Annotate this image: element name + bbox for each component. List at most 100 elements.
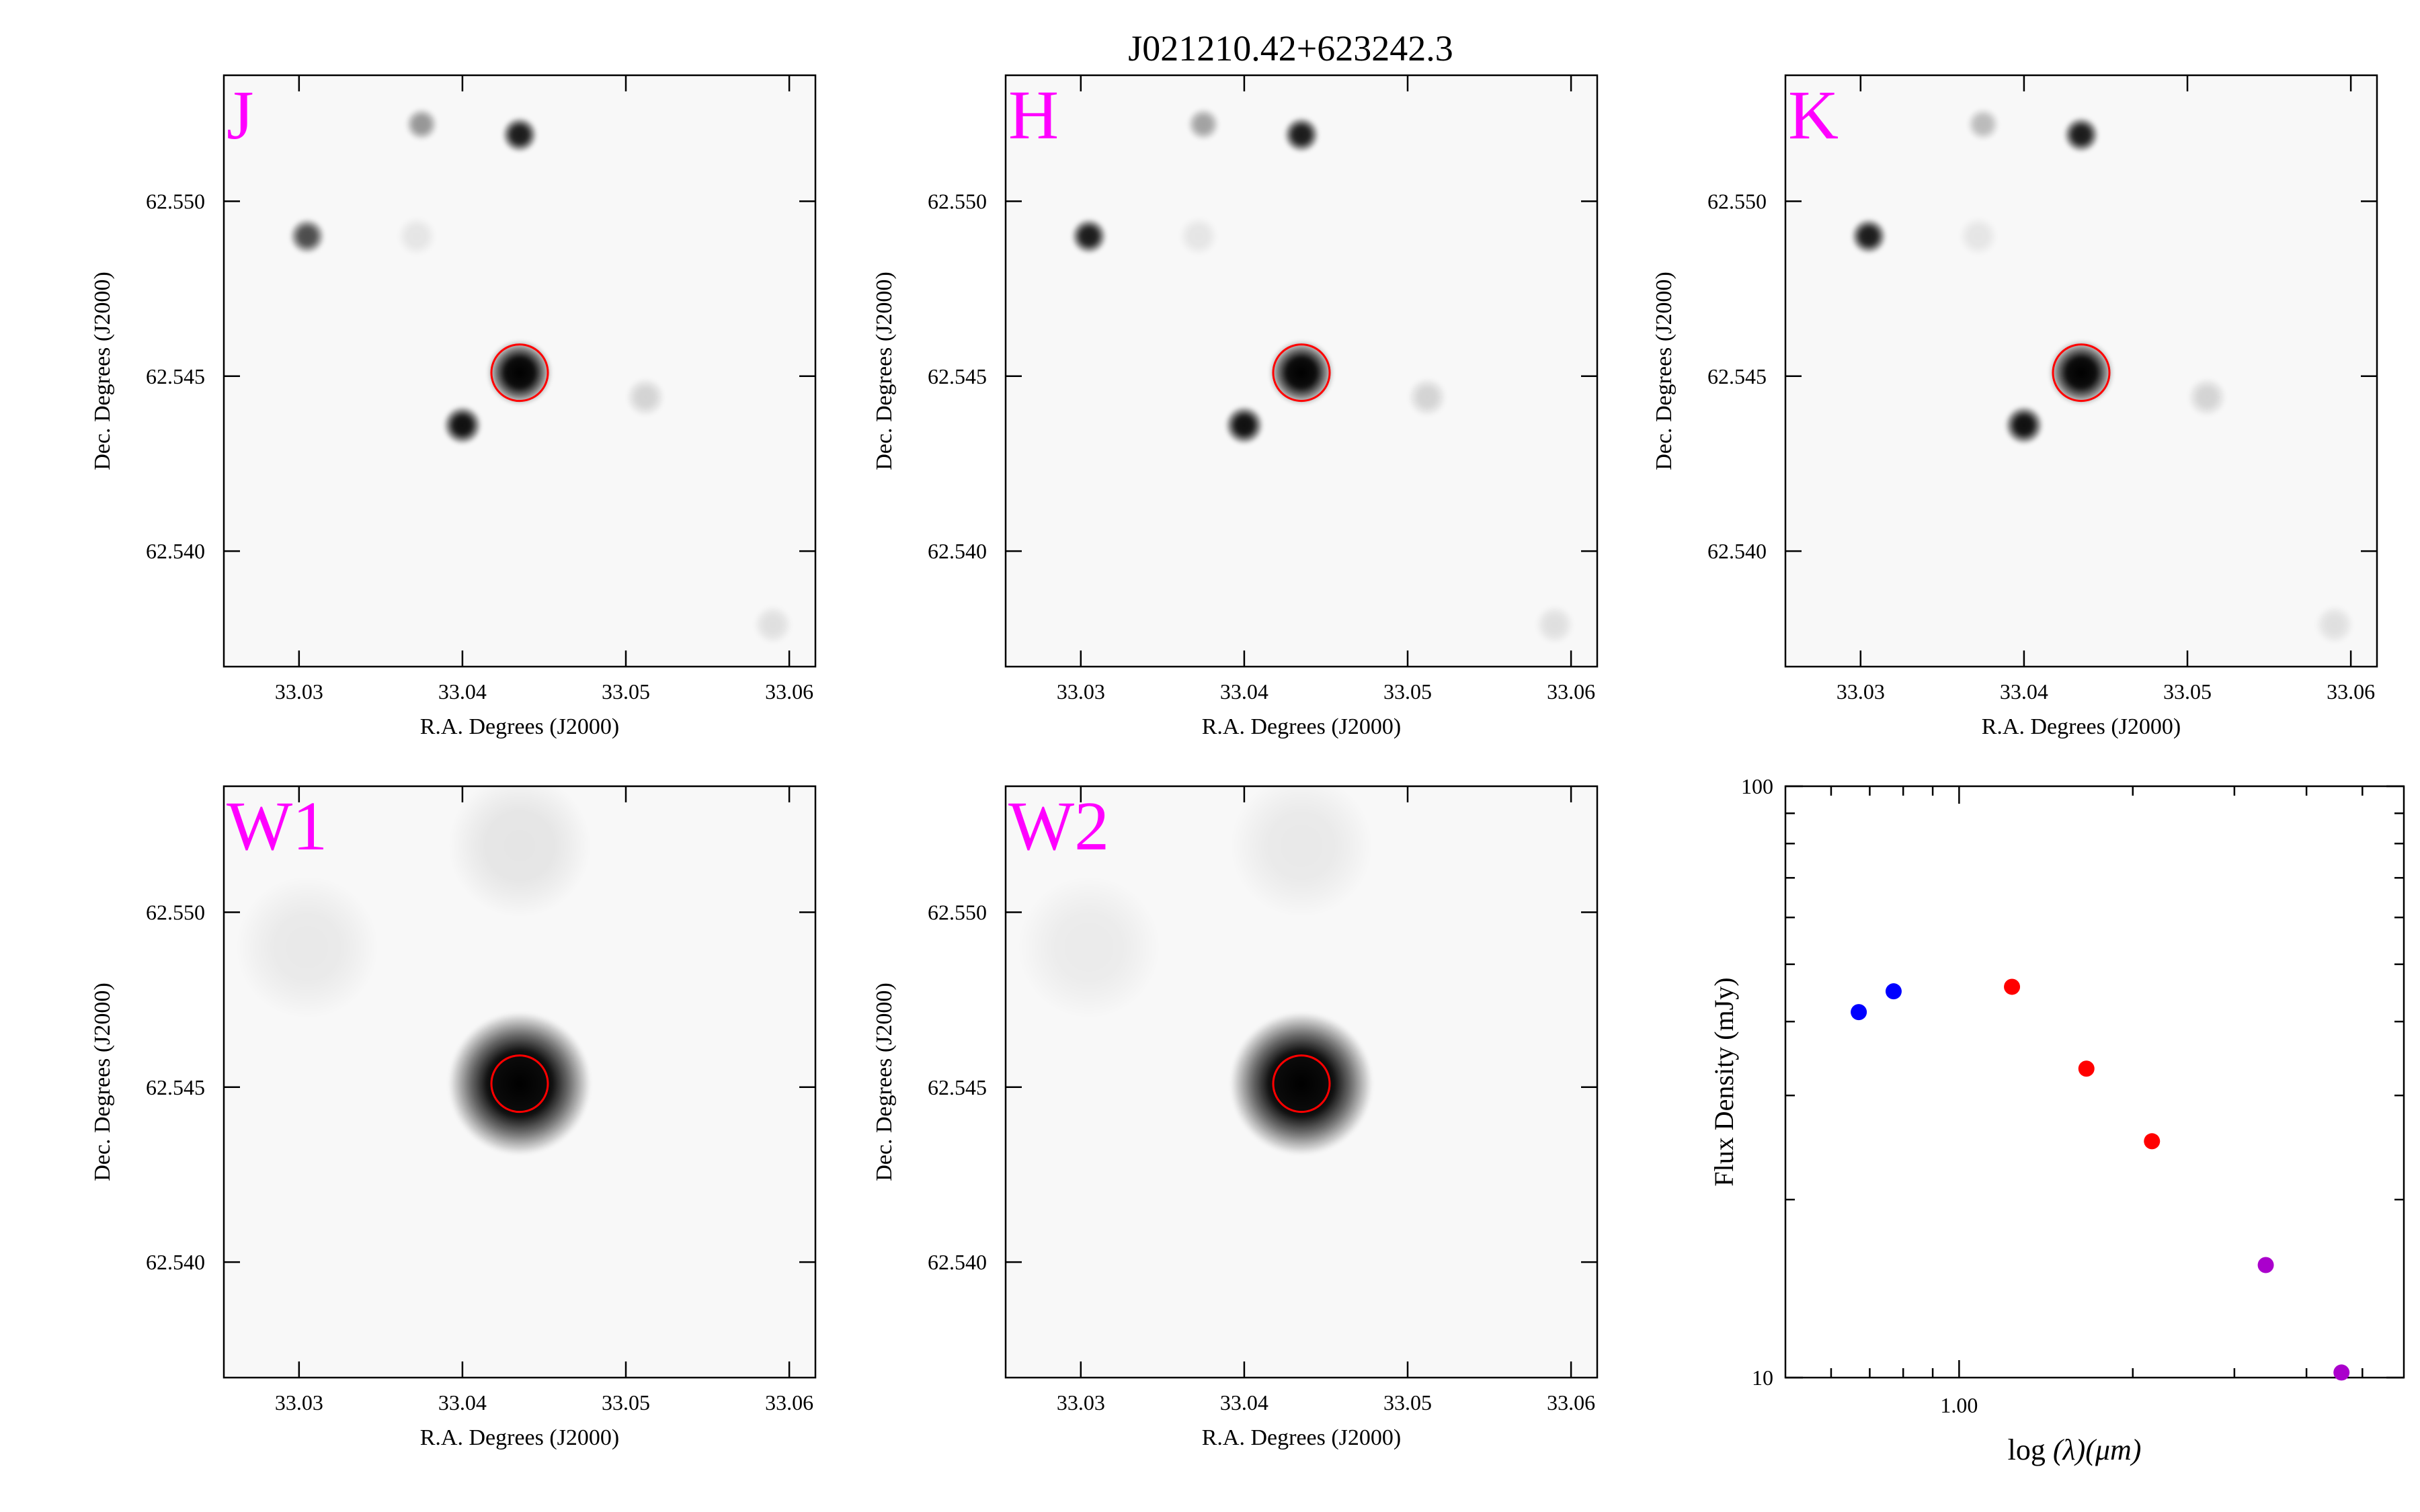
x-tick-label: 33.05 bbox=[1383, 679, 1432, 704]
panels: 33.03 33.04 33.05 33.06 62.550 62.545 62.540 R.… bbox=[90, 74, 2405, 1466]
image-sources bbox=[289, 108, 793, 644]
target-circle bbox=[1272, 1054, 1331, 1114]
x-tick-label: 33.03 bbox=[1057, 1390, 1105, 1415]
y-tick-label: 62.540 bbox=[928, 539, 987, 563]
x-axis-label: R.A. Degrees (J2000) bbox=[1202, 1425, 1402, 1450]
sed-point-2 bbox=[2004, 978, 2021, 995]
y-tick-label: 62.550 bbox=[146, 189, 205, 213]
y-axis-label: Dec. Degrees (J2000) bbox=[90, 982, 115, 1181]
panel-frame bbox=[1004, 74, 1599, 668]
source-6 bbox=[2314, 605, 2354, 644]
source-4 bbox=[1967, 108, 2000, 140]
target-circle bbox=[1272, 343, 1331, 403]
panel-w2: 33.03 33.04 33.05 33.06 62.550 62.545 62.540 R.… bbox=[872, 785, 1599, 1450]
source-3 bbox=[1071, 218, 1107, 254]
target-circle bbox=[490, 343, 549, 403]
source-2 bbox=[1283, 117, 1320, 153]
sed-point-4 bbox=[2144, 1133, 2161, 1150]
y-tick-label: 100 bbox=[1741, 774, 1773, 798]
panel-j: 33.03 33.04 33.05 33.06 62.550 62.545 62.540 R.… bbox=[90, 74, 817, 739]
source-5 bbox=[1408, 378, 1447, 417]
image-sources bbox=[1851, 108, 2354, 644]
source-6 bbox=[1535, 605, 1574, 644]
source-1 bbox=[2005, 405, 2044, 445]
panel-frame bbox=[223, 74, 817, 668]
source-7 bbox=[1179, 216, 1218, 256]
x-tick-label: 33.06 bbox=[1547, 1390, 1595, 1415]
source-0 bbox=[1230, 1013, 1373, 1155]
panel-w1: 33.03 33.04 33.05 33.06 62.550 62.545 62.540 R.… bbox=[90, 785, 817, 1450]
source-1 bbox=[443, 405, 482, 445]
panel-frame bbox=[1784, 74, 2378, 668]
source-3 bbox=[289, 218, 325, 254]
source-6 bbox=[753, 605, 793, 644]
source-4 bbox=[1187, 108, 1220, 140]
x-tick-label: 33.04 bbox=[1220, 679, 1268, 704]
source-1 bbox=[1230, 786, 1373, 917]
x-tick-label: 33.03 bbox=[275, 1390, 323, 1415]
band-label: H bbox=[1008, 77, 1059, 154]
y-tick-label: 62.540 bbox=[1707, 539, 1767, 563]
x-tick-label: 33.06 bbox=[765, 679, 813, 704]
panel-frame bbox=[223, 785, 817, 1379]
source-4 bbox=[405, 108, 438, 140]
source-1 bbox=[1225, 405, 1264, 445]
x-axis-label: R.A. Degrees (J2000) bbox=[1982, 714, 2181, 739]
x-tick-label: 33.06 bbox=[1547, 679, 1595, 704]
band-label: K bbox=[1788, 77, 1839, 154]
source-2 bbox=[1018, 876, 1160, 1019]
source-1 bbox=[448, 786, 591, 917]
source-2 bbox=[2063, 117, 2099, 153]
y-tick-label: 62.550 bbox=[928, 900, 987, 924]
y-tick-label: 10 bbox=[1752, 1366, 1773, 1390]
source-0 bbox=[448, 1013, 591, 1155]
x-axis-label: R.A. Degrees (J2000) bbox=[420, 1425, 620, 1450]
x-tick-label: 33.03 bbox=[1057, 679, 1105, 704]
y-tick-label: 62.545 bbox=[1707, 364, 1767, 388]
x-axis-label: R.A. Degrees (J2000) bbox=[420, 714, 620, 739]
source-2 bbox=[501, 117, 538, 153]
source-3 bbox=[1851, 218, 1887, 254]
figure-title: J021210.42+623242.3 bbox=[1128, 28, 1453, 69]
x-tick-label: 33.05 bbox=[1383, 1390, 1432, 1415]
y-tick-label: 62.545 bbox=[146, 364, 205, 388]
x-tick-label: 33.04 bbox=[438, 1390, 487, 1415]
sed-point-6 bbox=[2333, 1364, 2350, 1381]
y-tick-label: 62.550 bbox=[1707, 189, 1767, 213]
source-5 bbox=[626, 378, 665, 417]
panel-sed: 1.00 100 10 log (λ)(μm) Flux Density (mJy) bbox=[1709, 774, 2405, 1466]
band-label: W2 bbox=[1008, 788, 1109, 865]
sed-point-1 bbox=[1885, 983, 1902, 1000]
sed-point-0 bbox=[1851, 1004, 1867, 1021]
band-label: J bbox=[227, 77, 253, 154]
x-tick-label: 33.04 bbox=[1220, 1390, 1268, 1415]
source-0 bbox=[487, 340, 552, 405]
x-tick-label: 33.04 bbox=[438, 679, 487, 704]
y-tick-label: 62.550 bbox=[146, 900, 205, 924]
x-tick-label: 33.03 bbox=[1837, 679, 1885, 704]
band-label: W1 bbox=[227, 788, 327, 865]
image-sources bbox=[1018, 786, 1373, 1155]
x-tick-label: 33.03 bbox=[275, 679, 323, 704]
panel-frame bbox=[1004, 785, 1599, 1379]
source-7 bbox=[397, 216, 436, 256]
y-axis-label: Dec. Degrees (J2000) bbox=[1652, 271, 1677, 470]
y-axis-label: Dec. Degrees (J2000) bbox=[872, 982, 897, 1181]
y-tick-label: 62.550 bbox=[928, 189, 987, 213]
x-tick-label: 33.04 bbox=[2000, 679, 2048, 704]
y-axis-label: Dec. Degrees (J2000) bbox=[90, 271, 115, 470]
source-2 bbox=[236, 876, 378, 1019]
sed-point-3 bbox=[2078, 1060, 2095, 1077]
sed-x-axis-label: log (λ)(μm) bbox=[2008, 1433, 2142, 1466]
y-tick-label: 62.545 bbox=[928, 1075, 987, 1099]
sed-point-5 bbox=[2257, 1257, 2274, 1273]
x-tick-label: 33.05 bbox=[602, 1390, 650, 1415]
x-tick-label: 1.00 bbox=[1940, 1393, 1978, 1417]
image-sources bbox=[1071, 108, 1574, 644]
x-tick-label: 33.05 bbox=[602, 679, 650, 704]
sed-y-axis-label: Flux Density (mJy) bbox=[1709, 977, 1739, 1186]
target-circle bbox=[2052, 343, 2111, 403]
panel-k: 33.03 33.04 33.05 33.06 62.550 62.545 62.540 R.… bbox=[1652, 74, 2378, 739]
x-axis-label: R.A. Degrees (J2000) bbox=[1202, 714, 1402, 739]
